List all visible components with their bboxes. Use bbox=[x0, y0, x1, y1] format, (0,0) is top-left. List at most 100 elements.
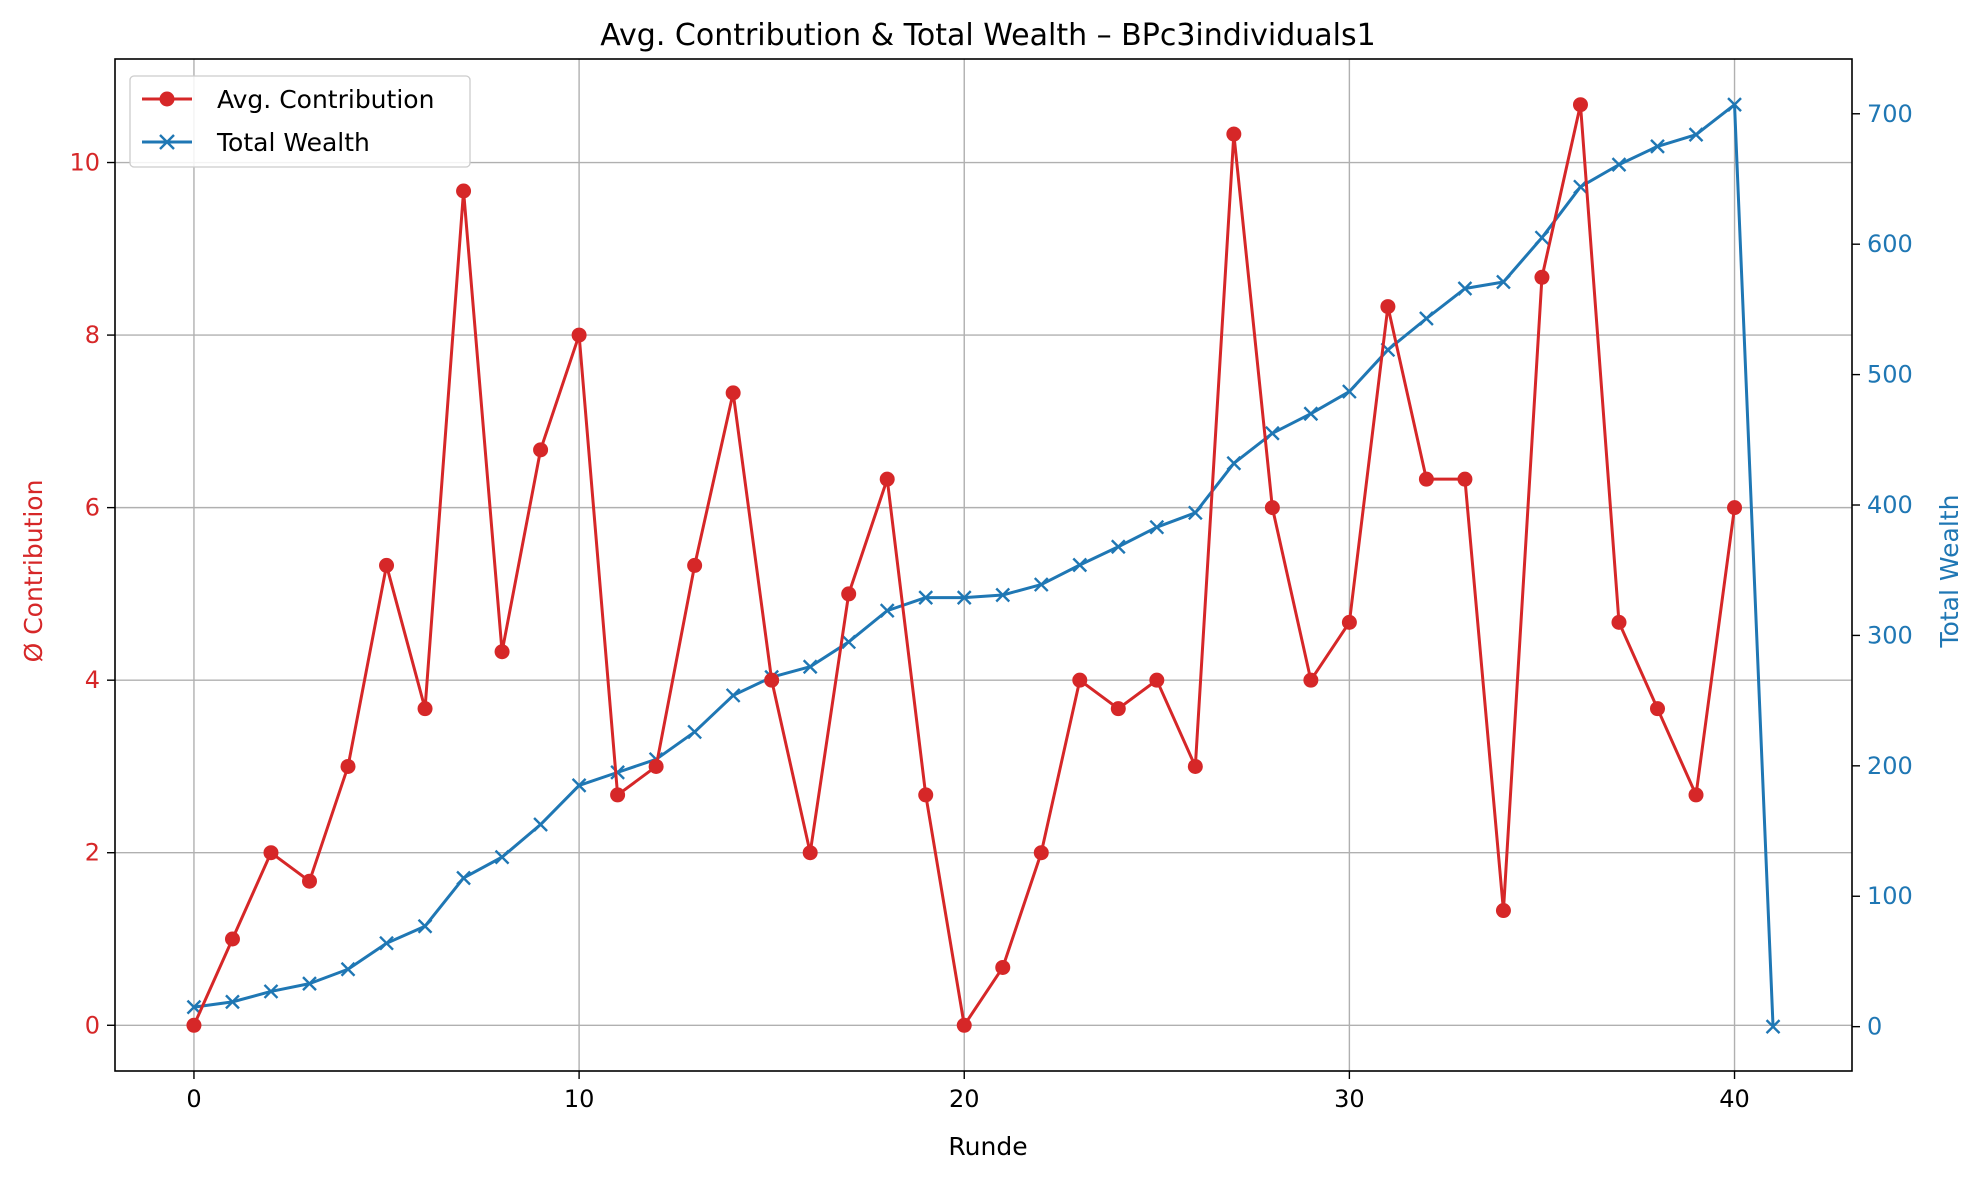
avg-contribution-point bbox=[379, 557, 395, 573]
avg-contribution-point bbox=[494, 644, 510, 660]
total-wealth-point bbox=[1496, 274, 1511, 290]
avg-contribution-point bbox=[263, 845, 279, 861]
legend: Avg. Contribution Total Wealth bbox=[129, 75, 471, 168]
total-wealth-point bbox=[1187, 505, 1203, 521]
avg-contribution-point bbox=[1187, 758, 1203, 774]
total-wealth-point bbox=[1688, 127, 1704, 142]
avg-contribution-point bbox=[1418, 471, 1434, 487]
avg-contribution-point bbox=[456, 183, 472, 199]
y-right-tick-label: 400 bbox=[1867, 491, 1913, 519]
y-right-tick-label: 500 bbox=[1867, 361, 1913, 389]
total-wealth-point bbox=[1226, 455, 1242, 471]
total-wealth-point bbox=[1149, 519, 1165, 535]
avg-contribution-point bbox=[1457, 471, 1473, 487]
plot-frame bbox=[114, 58, 1853, 1072]
total-wealth-point bbox=[417, 918, 433, 934]
y-right-tick-label: 300 bbox=[1867, 621, 1913, 649]
total-wealth-point bbox=[340, 961, 356, 977]
avg-contribution-point bbox=[687, 557, 703, 573]
avg-contribution-point bbox=[1149, 672, 1165, 688]
avg-contribution-point bbox=[648, 758, 664, 774]
legend-box bbox=[129, 75, 471, 168]
total-wealth-point bbox=[687, 724, 702, 740]
total-wealth-point bbox=[1110, 539, 1126, 555]
total-wealth-point bbox=[533, 817, 548, 832]
total-wealth-point bbox=[879, 603, 895, 618]
avg-contribution-point bbox=[1072, 672, 1088, 688]
y-left-tick-label: 0 bbox=[85, 1011, 100, 1039]
total-wealth-point bbox=[995, 587, 1011, 603]
avg-contribution-point bbox=[918, 787, 934, 803]
avg-contribution-point bbox=[610, 787, 626, 803]
total-wealth-point bbox=[725, 688, 741, 703]
y-right-tick-label: 700 bbox=[1867, 100, 1913, 128]
avg-contribution-point bbox=[1727, 500, 1743, 516]
total-wealth-point bbox=[456, 870, 471, 886]
avg-contribution-point bbox=[995, 959, 1011, 975]
legend-wealth-marker bbox=[159, 134, 175, 150]
x-axis-title: Runde bbox=[948, 1132, 1027, 1161]
total-wealth-point bbox=[1303, 406, 1319, 422]
total-wealth-point bbox=[802, 659, 818, 675]
avg-contribution-point bbox=[802, 845, 818, 861]
total-wealth-point bbox=[956, 590, 972, 605]
total-wealth-point bbox=[379, 935, 394, 951]
total-wealth-point bbox=[225, 994, 240, 1010]
avg-contribution-point bbox=[1688, 787, 1704, 803]
avg-contribution-point bbox=[1110, 701, 1126, 717]
y-left-tick-label: 10 bbox=[69, 149, 100, 177]
avg-contribution-point bbox=[725, 385, 741, 401]
total-wealth-line bbox=[193, 103, 1775, 1027]
avg-contribution-point bbox=[1341, 614, 1357, 630]
avg-contribution-point bbox=[186, 1017, 202, 1033]
x-tick-label: 20 bbox=[949, 1085, 980, 1113]
total-wealth-point bbox=[1650, 139, 1665, 154]
avg-contribution-point bbox=[879, 471, 895, 487]
avg-contribution-point bbox=[1495, 903, 1511, 919]
avg-contribution-point bbox=[340, 758, 356, 774]
avg-contribution-point bbox=[1033, 845, 1049, 861]
avg-contribution-point bbox=[1611, 614, 1627, 630]
total-wealth-point bbox=[263, 984, 279, 999]
total-wealth-point bbox=[494, 849, 510, 865]
y-right-tick-label: 100 bbox=[1867, 882, 1913, 910]
avg-contribution-point bbox=[301, 873, 317, 889]
total-wealth-point bbox=[302, 976, 317, 991]
chart-title: Avg. Contribution & Total Wealth – BPc3i… bbox=[600, 18, 1375, 53]
x-tick-label: 30 bbox=[1334, 1085, 1365, 1113]
avg-contribution-point bbox=[956, 1017, 972, 1033]
avg-contribution-point bbox=[1226, 126, 1242, 142]
y-left-axis-title: Ø Contribution bbox=[19, 480, 48, 663]
avg-contribution-point bbox=[533, 442, 549, 458]
avg-contribution-point bbox=[571, 327, 587, 343]
total-wealth-point bbox=[1457, 281, 1473, 296]
total-wealth-point bbox=[1765, 1019, 1781, 1035]
total-wealth-point bbox=[1342, 384, 1357, 399]
total-wealth-point bbox=[1727, 97, 1742, 112]
y-left-tick-label: 8 bbox=[85, 321, 100, 349]
series-layer bbox=[186, 97, 1781, 1035]
y-left-tick-label: 4 bbox=[85, 666, 100, 694]
total-wealth-point bbox=[1534, 230, 1550, 246]
y-left-tick-label: 6 bbox=[85, 494, 100, 522]
total-wealth-point bbox=[1072, 557, 1088, 573]
x-tick-label: 10 bbox=[564, 1085, 595, 1113]
total-wealth-point bbox=[610, 765, 625, 780]
total-wealth-point bbox=[1611, 157, 1627, 172]
avg-contribution-point bbox=[224, 931, 240, 947]
total-wealth-point bbox=[918, 590, 934, 605]
total-wealth-point bbox=[571, 778, 587, 793]
avg-contribution-point bbox=[417, 701, 433, 717]
total-wealth-point bbox=[1265, 425, 1280, 441]
y-right-tick-label: 0 bbox=[1867, 1013, 1882, 1041]
avg-contribution-point bbox=[1534, 269, 1550, 285]
legend-wealth-label: Total Wealth bbox=[216, 128, 370, 157]
total-wealth-point bbox=[1033, 577, 1049, 592]
total-wealth-point bbox=[186, 999, 202, 1015]
y-right-axis-title: Total Wealth bbox=[1935, 495, 1964, 649]
y-left-tick-label: 2 bbox=[85, 839, 100, 867]
total-wealth-point bbox=[1419, 311, 1434, 326]
